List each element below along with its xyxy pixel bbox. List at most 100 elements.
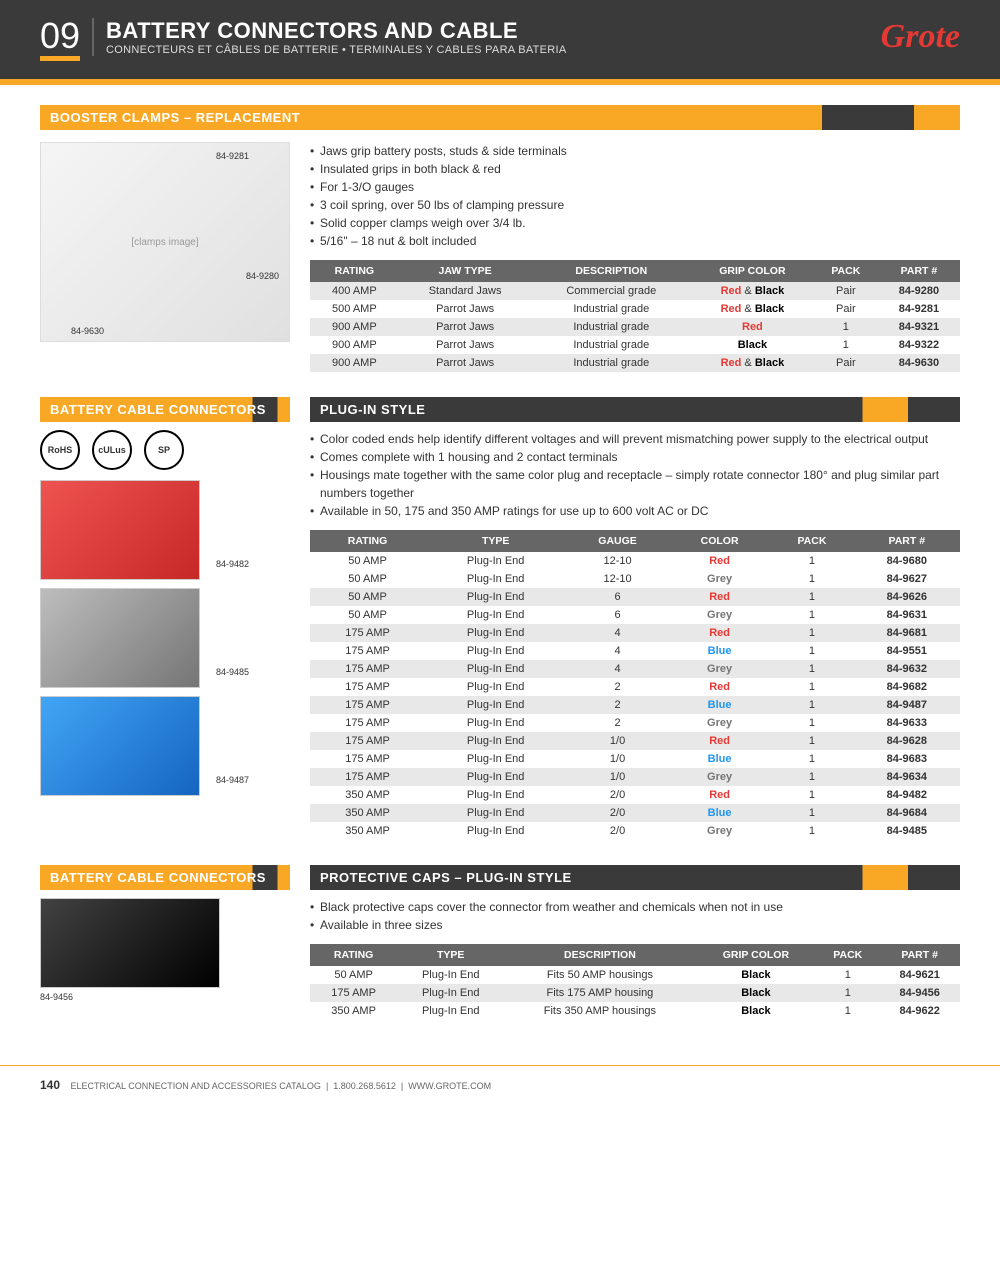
table-row: 50 AMPPlug-In End12-10Grey184-9627 xyxy=(310,570,960,588)
table-row: 175 AMPPlug-In End1/0Grey184-9634 xyxy=(310,768,960,786)
connector-red-image: 84-9482 xyxy=(40,480,200,580)
table-row: 900 AMPParrot JawsIndustrial gradeRed & … xyxy=(310,354,960,372)
col-header: RATING xyxy=(310,944,397,966)
table-row: 900 AMPParrot JawsIndustrial gradeBlack1… xyxy=(310,336,960,354)
table-row: 175 AMPPlug-In End4Grey184-9632 xyxy=(310,660,960,678)
bullet-item: Available in 50, 175 and 350 AMP ratings… xyxy=(310,502,960,520)
table-header-row: RATINGJAW TYPEDESCRIPTIONGRIP COLORPACKP… xyxy=(310,260,960,282)
table-row: 50 AMPPlug-In End12-10Red184-9680 xyxy=(310,552,960,570)
table-row: 350 AMPPlug-In End2/0Blue184-9684 xyxy=(310,804,960,822)
sp-icon: SP xyxy=(144,430,184,470)
section2-left-title: BATTERY CABLE CONNECTORS xyxy=(40,397,290,422)
section1-text-col: Jaws grip battery posts, studs & side te… xyxy=(310,142,960,372)
section1-table: RATINGJAW TYPEDESCRIPTIONGRIP COLORPACKP… xyxy=(310,260,960,372)
table-row: 50 AMPPlug-In End6Grey184-9631 xyxy=(310,606,960,624)
table-row: 350 AMPPlug-In End2/0Red184-9482 xyxy=(310,786,960,804)
section1-bullets: Jaws grip battery posts, studs & side te… xyxy=(310,142,960,250)
col-header: PART # xyxy=(854,530,960,552)
col-header: DESCRIPTION xyxy=(531,260,691,282)
table-row: 175 AMPPlug-In End4Blue184-9551 xyxy=(310,642,960,660)
table-row: 175 AMPPlug-In EndFits 175 AMP housingBl… xyxy=(310,984,960,1002)
table-header-row: RATINGTYPEDESCRIPTIONGRIP COLORPACKPART … xyxy=(310,944,960,966)
img-label: 84-9630 xyxy=(71,326,104,336)
section2-right-title: PLUG-IN STYLE xyxy=(310,397,960,422)
page-content: BOOSTER CLAMPS – REPLACEMENT 84-9281 84-… xyxy=(0,85,1000,1055)
img-label: 84-9281 xyxy=(216,151,249,161)
footer-phone: 1.800.268.5612 xyxy=(333,1081,396,1091)
section3-table: RATINGTYPEDESCRIPTIONGRIP COLORPACKPART … xyxy=(310,944,960,1020)
table-row: 50 AMPPlug-In EndFits 50 AMP housingsBla… xyxy=(310,966,960,984)
table-row: 400 AMPStandard JawsCommercial gradeRed … xyxy=(310,282,960,300)
bullet-item: For 1-3/O gauges xyxy=(310,178,960,196)
rohs-icon: RoHS xyxy=(40,430,80,470)
bullet-item: Housings mate together with the same col… xyxy=(310,466,960,502)
section2-text-col: Color coded ends help identify different… xyxy=(310,430,960,840)
table-row: 50 AMPPlug-In End6Red184-9626 xyxy=(310,588,960,606)
booster-clamps-image: 84-9281 84-9280 84-9630 [clamps image] xyxy=(40,142,290,342)
header-titles: BATTERY CONNECTORS AND CABLE CONNECTEURS… xyxy=(92,18,567,56)
section1-title: BOOSTER CLAMPS – REPLACEMENT xyxy=(40,105,960,130)
connector-images: 84-9482 84-9485 84-9487 xyxy=(40,480,290,796)
col-header: GRIP COLOR xyxy=(691,260,814,282)
section1-image-col: 84-9281 84-9280 84-9630 [clamps image] xyxy=(40,142,290,372)
img-label: 84-9456 xyxy=(40,992,290,1002)
col-header: PART # xyxy=(878,260,960,282)
bullet-item: Comes complete with 1 housing and 2 cont… xyxy=(310,448,960,466)
bullet-item: Color coded ends help identify different… xyxy=(310,430,960,448)
col-header: COLOR xyxy=(669,530,770,552)
col-header: RATING xyxy=(310,530,425,552)
table-row: 175 AMPPlug-In End2Grey184-9633 xyxy=(310,714,960,732)
bullet-item: 3 coil spring, over 50 lbs of clamping p… xyxy=(310,196,960,214)
section3-titles: BATTERY CABLE CONNECTORS PROTECTIVE CAPS… xyxy=(40,865,960,890)
section2-body: RoHS cULus SP 84-9482 84-9485 84-9487 Co… xyxy=(40,430,960,840)
section2-image-col: RoHS cULus SP 84-9482 84-9485 84-9487 xyxy=(40,430,290,840)
section-number: 09 xyxy=(40,18,80,61)
section2-table: RATINGTYPEGAUGECOLORPACKPART # 50 AMPPlu… xyxy=(310,530,960,840)
bullet-item: Insulated grips in both black & red xyxy=(310,160,960,178)
section2-titles: BATTERY CABLE CONNECTORS PLUG-IN STYLE xyxy=(40,397,960,422)
col-header: DESCRIPTION xyxy=(504,944,695,966)
section3-bullets: Black protective caps cover the connecto… xyxy=(310,898,960,934)
img-label: 84-9487 xyxy=(216,775,249,785)
table-row: 175 AMPPlug-In End1/0Blue184-9683 xyxy=(310,750,960,768)
bullet-item: 5/16" – 18 nut & bolt included xyxy=(310,232,960,250)
table-row: 500 AMPParrot JawsIndustrial gradeRed & … xyxy=(310,300,960,318)
footer-url: WWW.GROTE.COM xyxy=(408,1081,491,1091)
bullet-item: Jaws grip battery posts, studs & side te… xyxy=(310,142,960,160)
img-label: 84-9485 xyxy=(216,667,249,677)
grote-logo: Grote xyxy=(881,18,960,56)
col-header: GAUGE xyxy=(566,530,669,552)
img-label: 84-9482 xyxy=(216,559,249,569)
table-body: 50 AMPPlug-In EndFits 50 AMP housingsBla… xyxy=(310,966,960,1020)
section3-right-title: PROTECTIVE CAPS – PLUG-IN STYLE xyxy=(310,865,960,890)
page-header: 09 BATTERY CONNECTORS AND CABLE CONNECTE… xyxy=(0,0,1000,79)
page-number: 140 xyxy=(40,1078,60,1092)
col-header: TYPE xyxy=(397,944,504,966)
col-header: PART # xyxy=(879,944,960,966)
col-header: GRIP COLOR xyxy=(696,944,817,966)
section1-body: 84-9281 84-9280 84-9630 [clamps image] J… xyxy=(40,142,960,372)
table-row: 175 AMPPlug-In End4Red184-9681 xyxy=(310,624,960,642)
table-row: 175 AMPPlug-In End2Blue184-9487 xyxy=(310,696,960,714)
connector-blue-image: 84-9487 xyxy=(40,696,200,796)
section2-bullets: Color coded ends help identify different… xyxy=(310,430,960,520)
table-row: 350 AMPPlug-In EndFits 350 AMP housingsB… xyxy=(310,1002,960,1020)
col-header: PACK xyxy=(770,530,853,552)
bullet-item: Solid copper clamps weigh over 3/4 lb. xyxy=(310,214,960,232)
section3-body: 84-9456 Black protective caps cover the … xyxy=(40,898,960,1020)
ul-icon: cULus xyxy=(92,430,132,470)
section3-image-col: 84-9456 xyxy=(40,898,290,1020)
page-footer: 140 ELECTRICAL CONNECTION AND ACCESSORIE… xyxy=(0,1065,1000,1104)
img-label: 84-9280 xyxy=(246,271,279,281)
bullet-item: Available in three sizes xyxy=(310,916,960,934)
col-header: TYPE xyxy=(425,530,566,552)
header-title: BATTERY CONNECTORS AND CABLE xyxy=(106,18,567,44)
footer-text: ELECTRICAL CONNECTION AND ACCESSORIES CA… xyxy=(71,1081,321,1091)
header-subtitle: CONNECTEURS ET CÂBLES DE BATTERIE • TERM… xyxy=(106,44,567,56)
bullet-item: Black protective caps cover the connecto… xyxy=(310,898,960,916)
col-header: JAW TYPE xyxy=(399,260,532,282)
table-row: 900 AMPParrot JawsIndustrial gradeRed184… xyxy=(310,318,960,336)
section3-left-title: BATTERY CABLE CONNECTORS xyxy=(40,865,290,890)
table-body: 400 AMPStandard JawsCommercial gradeRed … xyxy=(310,282,960,372)
header-left: 09 BATTERY CONNECTORS AND CABLE CONNECTE… xyxy=(40,18,567,61)
